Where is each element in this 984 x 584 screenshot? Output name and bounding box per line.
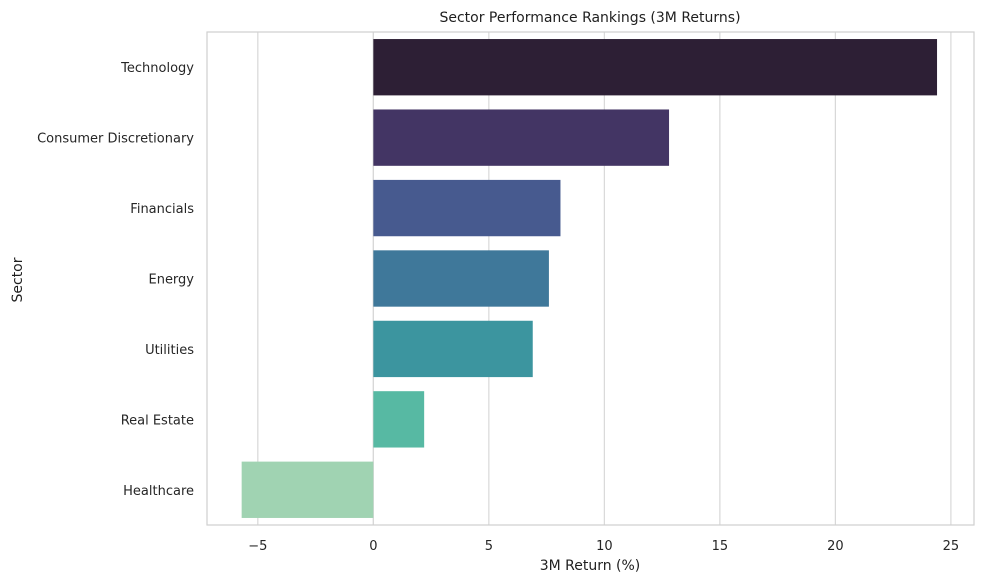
- y-tick-label: Energy: [148, 273, 194, 288]
- y-tick-label: Healthcare: [123, 484, 194, 499]
- y-tick-label: Financials: [130, 202, 194, 217]
- bars: [241, 39, 938, 518]
- bar: [373, 39, 938, 96]
- x-tick-label: −5: [248, 539, 267, 554]
- y-axis-label: Sector: [10, 257, 26, 302]
- bar: [241, 461, 374, 518]
- bar: [373, 179, 561, 237]
- y-tick-labels: Technology Consumer Discretionary Financia…: [37, 61, 194, 499]
- x-tick-label: 10: [596, 539, 613, 554]
- x-tick-labels: −5 0 5 10 15 20 25: [248, 539, 959, 554]
- plot-frame: [206, 31, 975, 526]
- bar: [373, 320, 533, 378]
- bar: [373, 250, 549, 307]
- x-tick-label: 20: [827, 539, 844, 554]
- bar: [373, 109, 670, 166]
- bar: [373, 391, 425, 448]
- y-tick-label: Consumer Discretionary: [37, 132, 194, 147]
- y-tick-label: Technology: [120, 61, 194, 76]
- chart-title: Sector Performance Rankings (3M Returns): [439, 10, 740, 26]
- x-tick-label: 5: [485, 539, 493, 554]
- x-tick-label: 25: [943, 539, 960, 554]
- y-tick-label: Utilities: [145, 343, 194, 358]
- x-tick-label: 0: [369, 539, 377, 554]
- y-tick-label: Real Estate: [121, 413, 194, 428]
- x-tick-label: 15: [712, 539, 729, 554]
- x-axis-label: 3M Return (%): [540, 558, 641, 574]
